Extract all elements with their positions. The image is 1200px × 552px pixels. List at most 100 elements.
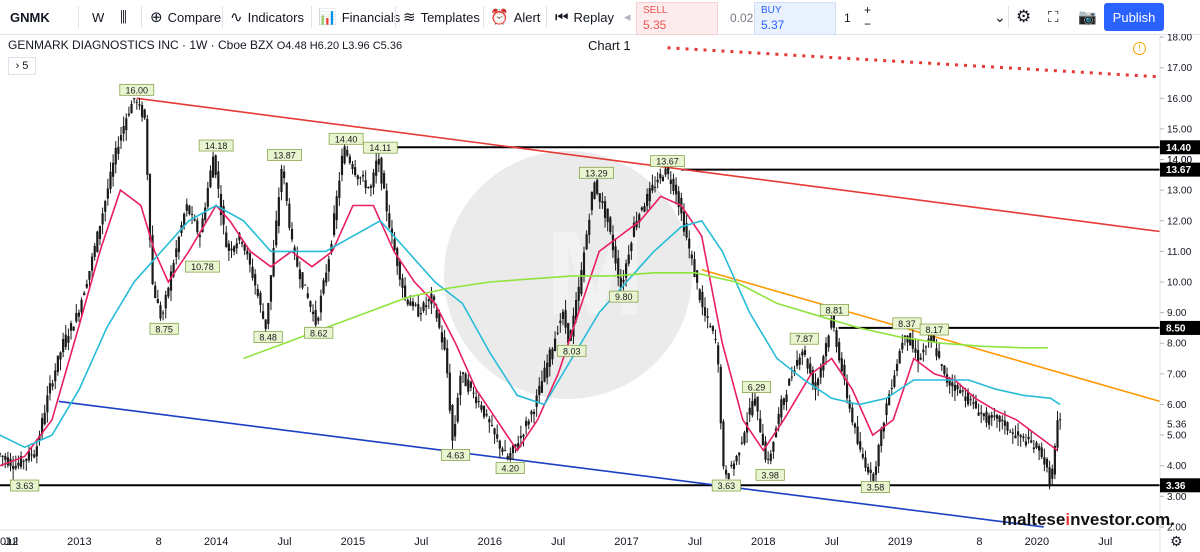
- candle-body: [54, 370, 57, 382]
- templates-button[interactable]: ≋ Templates: [403, 0, 480, 34]
- replay-button[interactable]: ⏮ Replay: [555, 0, 614, 34]
- candle-body: [869, 469, 872, 473]
- candle-body: [80, 299, 83, 313]
- candle-body: [819, 367, 822, 378]
- y-tick-label: 17.00: [1167, 63, 1192, 74]
- candle-body: [603, 201, 607, 219]
- candle-body: [980, 412, 983, 414]
- candle-body: [575, 299, 578, 321]
- y-tick-label: 2.00: [1167, 522, 1187, 533]
- candle-body: [1056, 420, 1059, 448]
- price-label: 13.87: [273, 151, 296, 161]
- alert-button[interactable]: ⏰ Alert: [490, 0, 540, 34]
- candle-body: [427, 299, 430, 302]
- price-label-box: [185, 260, 220, 273]
- publish-button[interactable]: Publish: [1104, 3, 1164, 31]
- candle-body: [611, 234, 615, 251]
- candle-body: [464, 373, 467, 387]
- candle-body: [525, 420, 528, 427]
- candle-body: [214, 155, 217, 175]
- candle-body: [777, 413, 780, 425]
- candle-body: [72, 326, 75, 331]
- candle-body: [435, 309, 438, 319]
- chart-style-button[interactable]: ⫼: [120, 0, 132, 34]
- candle-body: [874, 466, 878, 475]
- quantity-plus-button[interactable]: +: [864, 3, 872, 17]
- candle-body: [922, 349, 925, 353]
- candle-body: [382, 173, 386, 189]
- chart-title: Chart 1: [588, 38, 631, 53]
- candle-body: [185, 204, 188, 211]
- buy-button[interactable]: BUY 5.37: [754, 2, 836, 35]
- candle-body: [1011, 432, 1014, 434]
- warning-icon[interactable]: !: [1133, 42, 1146, 55]
- candle-body: [40, 418, 44, 435]
- candle-body: [885, 403, 888, 416]
- candle-body: [890, 388, 893, 390]
- quantity-minus-button[interactable]: −: [864, 17, 872, 31]
- candle-body: [432, 296, 436, 301]
- candle-body: [327, 259, 330, 272]
- interval-button[interactable]: W: [92, 0, 104, 34]
- divider: [395, 6, 396, 28]
- candle-body: [256, 288, 259, 296]
- fullscreen-icon: ⛶: [1048, 8, 1059, 26]
- sell-button[interactable]: SELL 5.35: [636, 2, 718, 35]
- candle-body: [348, 156, 351, 163]
- quantity-value[interactable]: 1: [844, 11, 851, 25]
- price-label: 14.40: [335, 134, 358, 144]
- symbol-search[interactable]: GNMK: [10, 0, 50, 34]
- chevron-down-icon: ⌄: [994, 8, 1006, 25]
- watermark-logo-letter-icon: M: [545, 206, 645, 340]
- candle-body: [1014, 435, 1017, 439]
- candle-body: [235, 243, 238, 249]
- candle-body: [740, 442, 743, 444]
- candle-body: [698, 289, 701, 301]
- settings-button[interactable]: ⚙: [1016, 0, 1031, 34]
- candle-body: [840, 358, 843, 372]
- candle-body: [19, 456, 23, 467]
- candle-body: [956, 385, 959, 390]
- candle-body: [943, 365, 946, 375]
- x-tick-label: 2016: [477, 536, 501, 548]
- candle-body: [448, 372, 451, 411]
- indicators-collapse-button[interactable]: › 5: [8, 57, 36, 75]
- price-chart[interactable]: M 16.00 14.18 13.87 14.40 14.11 13.29 13.67 7.8…: [0, 34, 1200, 552]
- compare-button[interactable]: ⊕ Compare: [150, 0, 221, 34]
- candle-body: [225, 232, 228, 248]
- financials-button[interactable]: 📊 Financials: [318, 0, 400, 34]
- red-trendline: [136, 97, 1161, 233]
- candle-body: [193, 219, 196, 221]
- candle-body: [622, 279, 625, 283]
- candle-body: [143, 109, 146, 119]
- candle-body: [488, 419, 491, 423]
- fast-moving-average-line: [0, 188, 1058, 467]
- price-label-box: [119, 83, 155, 96]
- x-tick-label: 2015: [341, 536, 365, 548]
- price-label-box: [919, 323, 949, 336]
- candle-body: [359, 177, 362, 179]
- candle-body: [811, 370, 814, 386]
- level-price-tag: [1160, 320, 1200, 335]
- snapshot-button[interactable]: 📷: [1078, 0, 1097, 34]
- candle-body: [838, 342, 841, 361]
- candle-body: [974, 401, 978, 409]
- candle-body: [590, 191, 593, 211]
- fullscreen-button[interactable]: ⛶: [1048, 0, 1059, 34]
- axis-settings-gear-icon[interactable]: ⚙: [1170, 533, 1183, 549]
- candle-body: [343, 146, 346, 164]
- price-label: 8.37: [898, 319, 916, 329]
- x-tick-label: 2013: [67, 536, 91, 548]
- undo-icon[interactable]: ◂: [624, 9, 631, 24]
- candle-body: [1019, 435, 1022, 437]
- replay-icon: ⏮: [555, 8, 569, 26]
- level-price-label: 13.67: [1166, 165, 1191, 176]
- candle-body: [390, 228, 394, 236]
- price-label: 8.75: [155, 324, 173, 334]
- layout-menu-button[interactable]: ⌄: [994, 0, 1006, 34]
- candle-body: [319, 295, 323, 313]
- compare-label: Compare: [167, 9, 222, 25]
- candle-body: [801, 351, 804, 356]
- candle-body: [17, 462, 20, 467]
- indicators-button[interactable]: ∿ Indicators: [230, 0, 304, 34]
